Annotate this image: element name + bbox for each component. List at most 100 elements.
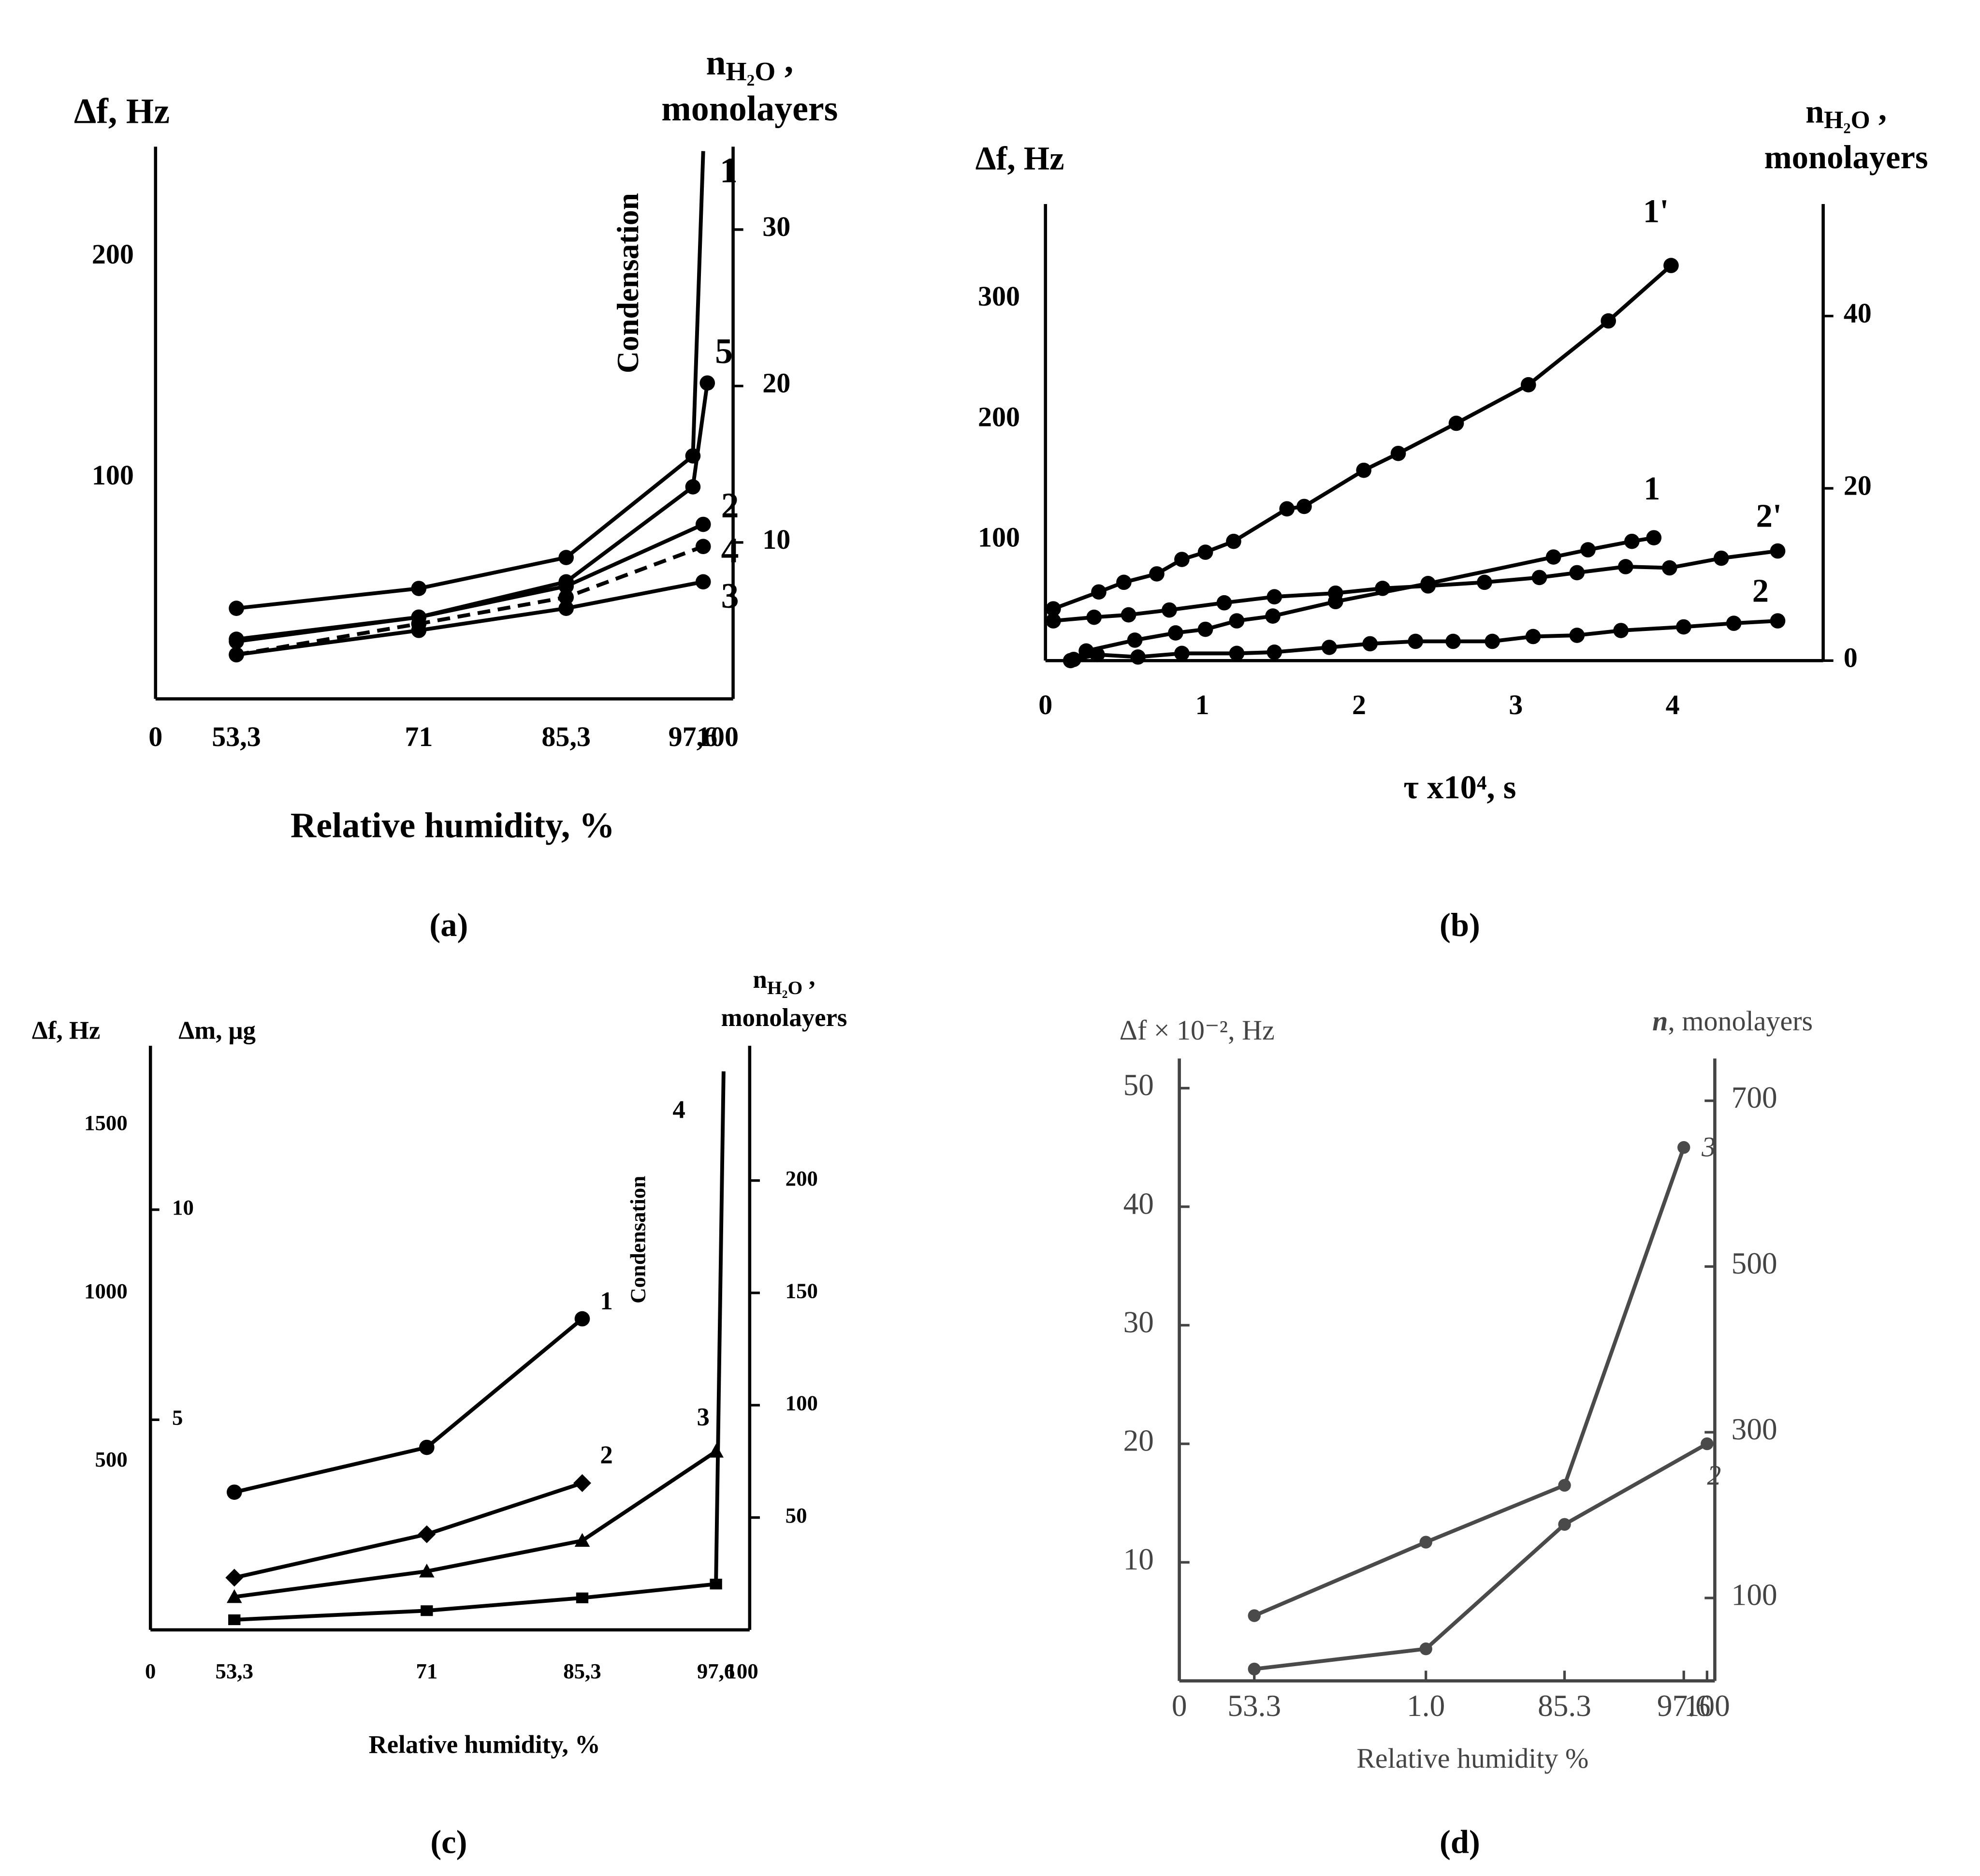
y-tick-label: 30: [1123, 1305, 1154, 1339]
x-tick-label: 0: [145, 1659, 156, 1683]
series-label: 1: [600, 1287, 612, 1315]
marker: [1390, 445, 1406, 461]
x-tick-label: 100: [726, 1659, 758, 1683]
y2-label-suffix: ,: [1870, 90, 1887, 127]
marker: [1569, 628, 1585, 643]
x-tick-label: 71: [405, 721, 433, 752]
marker: [574, 1311, 590, 1327]
y2-label-unit: monolayers: [661, 88, 838, 128]
marker: [1174, 645, 1190, 661]
marker: [1267, 645, 1282, 660]
y2-tick-label: 20: [1844, 469, 1872, 501]
marker: [1408, 633, 1424, 649]
y2-label: nH₂O ,: [706, 40, 793, 86]
x-tick-label: 53,3: [212, 721, 261, 752]
y2-tick-label: 30: [762, 211, 790, 242]
marker: [1726, 616, 1742, 631]
y2-tick-label: 700: [1732, 1081, 1777, 1114]
marker: [418, 1525, 436, 1543]
y2-tick-label: 40: [1844, 297, 1872, 329]
marker: [226, 1484, 242, 1500]
marker: [695, 574, 711, 590]
marker: [1197, 621, 1213, 637]
marker: [574, 1533, 590, 1547]
marker: [229, 633, 244, 649]
y2-tick-label: 0: [1844, 642, 1858, 674]
series-line: [236, 580, 704, 657]
marker: [1419, 1642, 1432, 1656]
marker: [1091, 584, 1106, 600]
y2-label-suffix: ,: [775, 40, 793, 80]
y2-tick-label: 200: [786, 1166, 818, 1190]
y-tick-label: 200: [978, 401, 1020, 432]
marker: [1121, 607, 1136, 623]
y2-label-symbol: n: [1805, 93, 1824, 130]
x-tick-label: 71: [416, 1659, 437, 1683]
marker: [1296, 498, 1312, 514]
marker: [1086, 609, 1102, 625]
x-tick-label: 53,3: [216, 1659, 253, 1683]
y2-tick-label: 20: [762, 367, 790, 399]
x-tick-label: 97,6: [669, 721, 718, 752]
marker: [1677, 1141, 1690, 1154]
marker: [1322, 640, 1337, 655]
series-label: 2: [721, 485, 739, 525]
marker: [1613, 623, 1629, 638]
marker: [1279, 501, 1295, 517]
y3-tick-label: 5: [172, 1406, 183, 1430]
series-line: [1254, 1442, 1708, 1671]
series-label: 4: [672, 1096, 685, 1124]
marker: [1545, 549, 1561, 565]
marker: [558, 578, 574, 594]
marker: [1197, 544, 1213, 560]
marker: [1448, 415, 1464, 431]
marker: [225, 1568, 244, 1587]
marker: [558, 550, 574, 565]
marker: [1713, 550, 1729, 566]
marker: [695, 516, 711, 532]
y-tick-label: 10: [1123, 1542, 1154, 1576]
x-tick-label: 97.6: [1657, 1689, 1711, 1723]
y-tick-label: 300: [978, 280, 1020, 312]
marker: [228, 1614, 241, 1626]
y2-label: nH₂O ,: [1805, 90, 1887, 134]
y2-tick-label: 300: [1732, 1412, 1777, 1446]
marker: [1661, 560, 1677, 576]
x-tick-label: 100: [697, 721, 739, 752]
x-tick-label: 97,6: [697, 1659, 735, 1683]
marker: [1265, 608, 1281, 624]
marker: [419, 1563, 435, 1578]
y-tick-label: 100: [92, 459, 134, 491]
marker: [1601, 313, 1616, 329]
y2-tick-label: 150: [786, 1278, 818, 1303]
marker: [1089, 647, 1105, 662]
marker: [1046, 613, 1061, 629]
marker: [229, 601, 244, 616]
x-tick-label: 0: [1172, 1689, 1187, 1723]
annotation: Condensation: [626, 1176, 650, 1304]
y-tick-label: 200: [92, 238, 134, 270]
marker: [1356, 462, 1372, 478]
marker: [1229, 645, 1245, 661]
x-label: Relative humidity %: [1356, 1743, 1588, 1774]
series-label: 5: [715, 331, 733, 371]
marker: [1663, 258, 1679, 273]
series-label: 4: [721, 530, 739, 570]
marker: [1216, 595, 1232, 611]
marker: [411, 622, 427, 638]
x-tick-label: 4: [1666, 689, 1680, 720]
marker: [1248, 1662, 1261, 1676]
series-label: 1: [720, 150, 738, 190]
marker: [710, 1579, 722, 1590]
panel: 0 53,3 71 85,3 97,61005001000150050100150200…: [32, 963, 847, 1861]
y-tick-label: 1500: [84, 1111, 128, 1135]
y3-label: Δm, μg: [178, 1017, 256, 1045]
marker: [1618, 559, 1633, 574]
marker: [1149, 566, 1165, 582]
marker: [558, 589, 574, 605]
x-tick-label: 0: [148, 721, 162, 752]
marker: [1420, 578, 1436, 594]
marker: [1676, 619, 1691, 635]
series-label: 3: [721, 576, 739, 616]
